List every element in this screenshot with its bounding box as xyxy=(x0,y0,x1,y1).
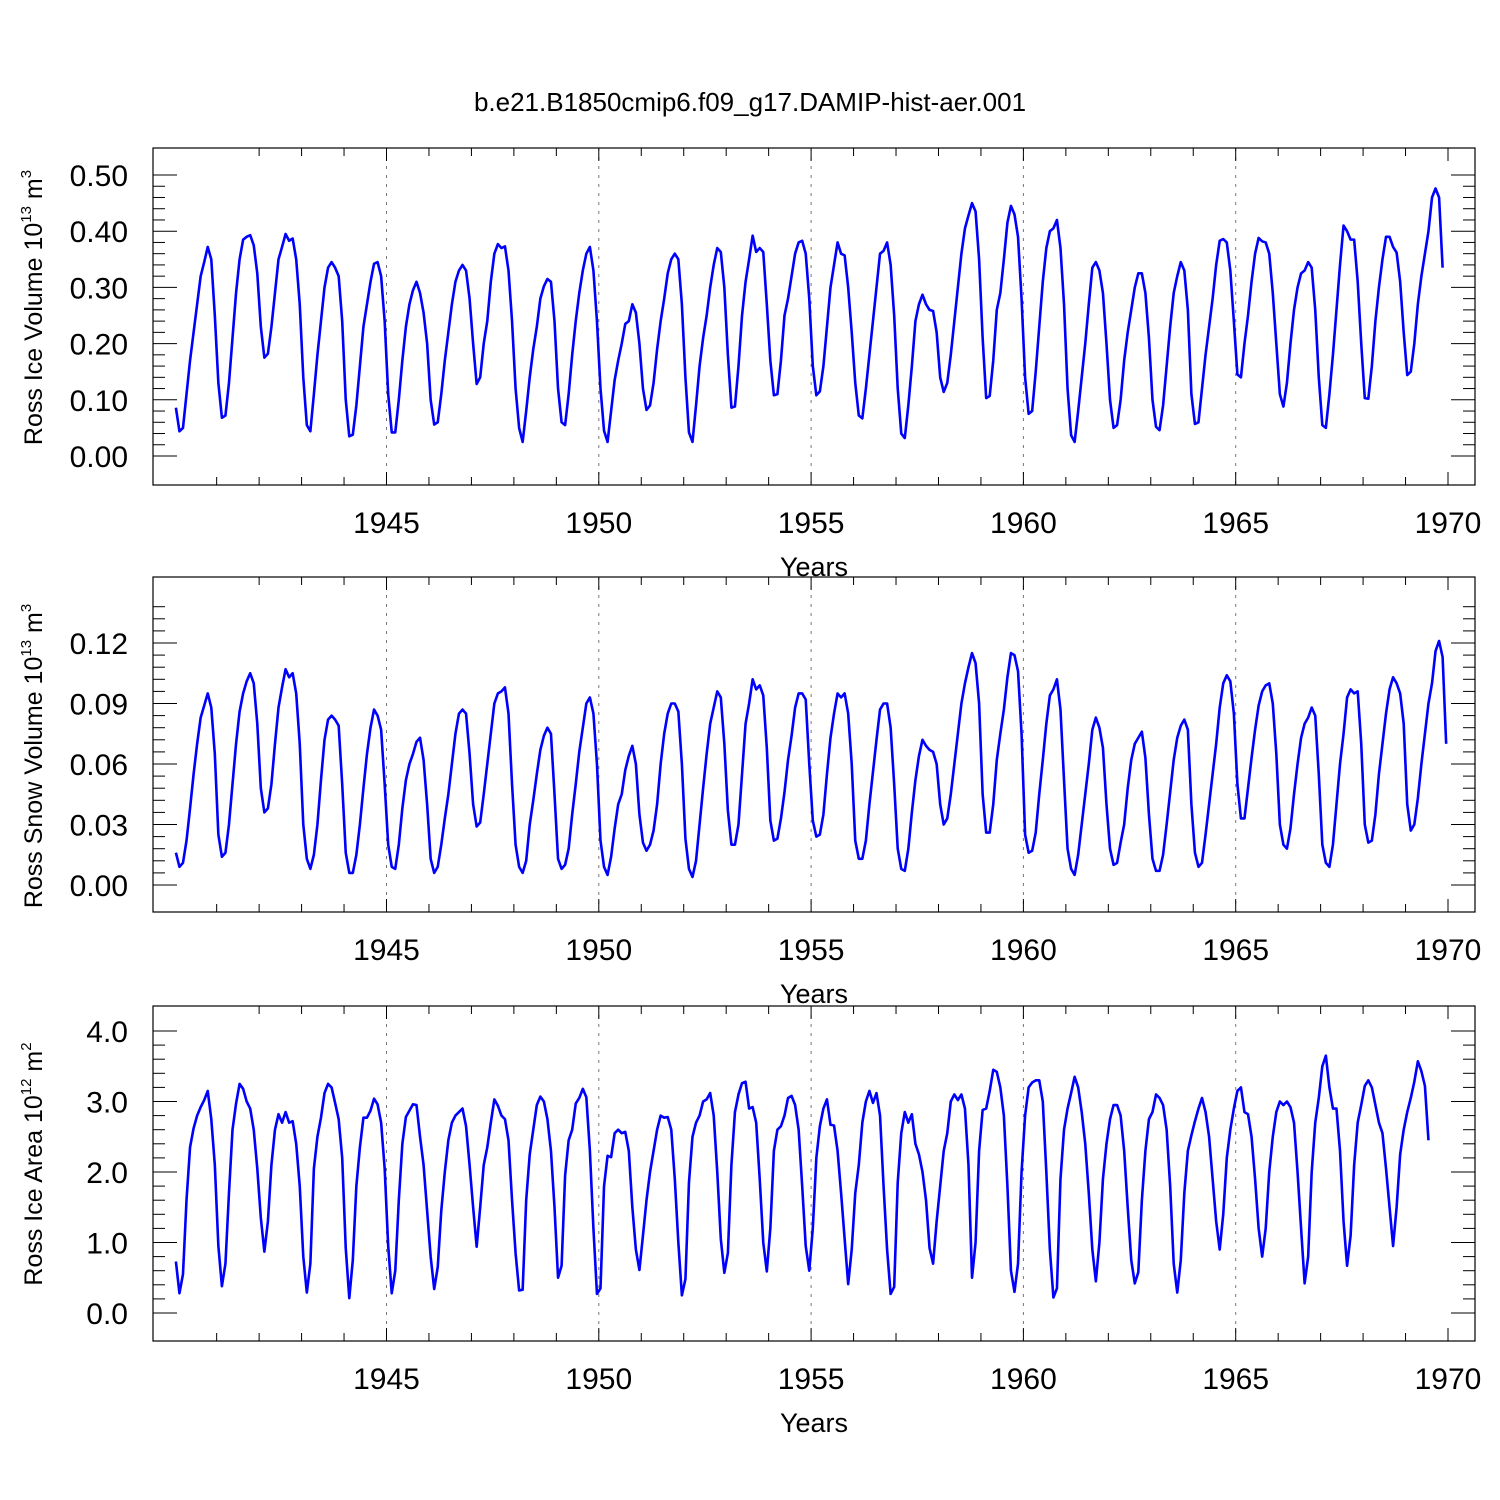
x-tick-label: 1970 xyxy=(1415,507,1482,540)
panel-1: 1945 1950 1955 1960 1965 1970 0.00 0.10 0.20 0.30… xyxy=(18,147,1482,582)
y-axis-label: Ross Ice Volume 1013 m3 xyxy=(18,170,48,445)
y-label-exponent: 13 xyxy=(18,640,35,657)
chart-title: b.e21.B1850cmip6.f09_g17.DAMIP-hist-aer.… xyxy=(474,87,1026,117)
x-axis-label: Years xyxy=(780,1408,848,1438)
y-label-unit-exponent: 3 xyxy=(18,170,35,178)
x-tick-label: 1945 xyxy=(353,507,420,540)
panels-container: 1945 1950 1955 1960 1965 1970 0.00 0.10 0.20 0.30… xyxy=(18,147,1482,1438)
x-tick-label: 1950 xyxy=(565,934,632,967)
y-tick-label: 0.00 xyxy=(70,441,128,474)
y-tick-label: 1.0 xyxy=(86,1228,128,1261)
panel-3: 1945 1950 1955 1960 1965 1970 0.0 1.0 2.0 3.0 4.0 Y… xyxy=(18,1005,1482,1438)
y-label-unit-exponent: 2 xyxy=(18,1042,35,1050)
y-tick-label: 0.20 xyxy=(70,329,128,362)
y-label-unit: m xyxy=(20,178,48,206)
x-tick-label: 1965 xyxy=(1202,507,1269,540)
x-tick-label: 1945 xyxy=(353,934,420,967)
plot-frame xyxy=(152,1005,1476,1342)
x-tick-label: 1970 xyxy=(1415,1363,1482,1396)
x-tick-label: 1960 xyxy=(990,1363,1057,1396)
x-tick-label: 1945 xyxy=(353,1363,420,1396)
x-tick-label: 1950 xyxy=(565,507,632,540)
y-label-text: Ross Ice Area 10 xyxy=(20,1095,48,1285)
y-label-text: Ross Ice Volume 10 xyxy=(20,223,48,445)
y-label-unit: m xyxy=(20,1051,48,1079)
y-tick-label: 0.06 xyxy=(70,749,128,782)
plot-frame xyxy=(152,147,1476,486)
series-line-ross-snow-volume xyxy=(174,639,1448,879)
plot-frame xyxy=(152,576,1476,913)
y-label-exponent: 12 xyxy=(18,1079,35,1096)
y-label-unit-exponent: 3 xyxy=(18,604,35,612)
y-axis-label: Ross Snow Volume 1013 m3 xyxy=(18,604,48,908)
y-tick-label: 0.50 xyxy=(70,160,128,193)
x-tick-label: 1960 xyxy=(990,934,1057,967)
x-tick-label: 1955 xyxy=(778,507,845,540)
x-tick-label: 1955 xyxy=(778,934,845,967)
series-line-ross-ice-area xyxy=(174,1054,1430,1300)
y-tick-label: 3.0 xyxy=(86,1087,128,1120)
x-tick-label: 1960 xyxy=(990,507,1057,540)
y-label-text: Ross Snow Volume 10 xyxy=(20,657,48,909)
y-tick-label: 0.00 xyxy=(70,870,128,903)
x-tick-label: 1955 xyxy=(778,1363,845,1396)
x-axis-label: Years xyxy=(780,979,848,1009)
y-tick-label: 0.40 xyxy=(70,216,128,249)
y-tick-label: 0.09 xyxy=(70,689,128,722)
y-label-unit: m xyxy=(20,612,48,640)
x-tick-label: 1950 xyxy=(565,1363,632,1396)
x-tick-label: 1970 xyxy=(1415,934,1482,967)
y-tick-label: 0.03 xyxy=(70,810,128,843)
x-tick-label: 1965 xyxy=(1202,934,1269,967)
y-tick-label: 0.10 xyxy=(70,385,128,418)
y-tick-label: 0.12 xyxy=(70,628,128,661)
series-line-ross-ice-volume xyxy=(174,187,1444,444)
panel-2: 1945 1950 1955 1960 1965 1970 0.00 0.03 0.06 0.09… xyxy=(18,576,1482,1009)
y-tick-label: 2.0 xyxy=(86,1157,128,1190)
y-tick-label: 0.0 xyxy=(86,1298,128,1331)
y-axis-label: Ross Ice Area 1012 m2 xyxy=(18,1042,48,1285)
y-tick-label: 0.30 xyxy=(70,272,128,305)
x-tick-label: 1965 xyxy=(1202,1363,1269,1396)
y-label-exponent: 13 xyxy=(18,206,35,223)
y-tick-label: 4.0 xyxy=(86,1016,128,1049)
